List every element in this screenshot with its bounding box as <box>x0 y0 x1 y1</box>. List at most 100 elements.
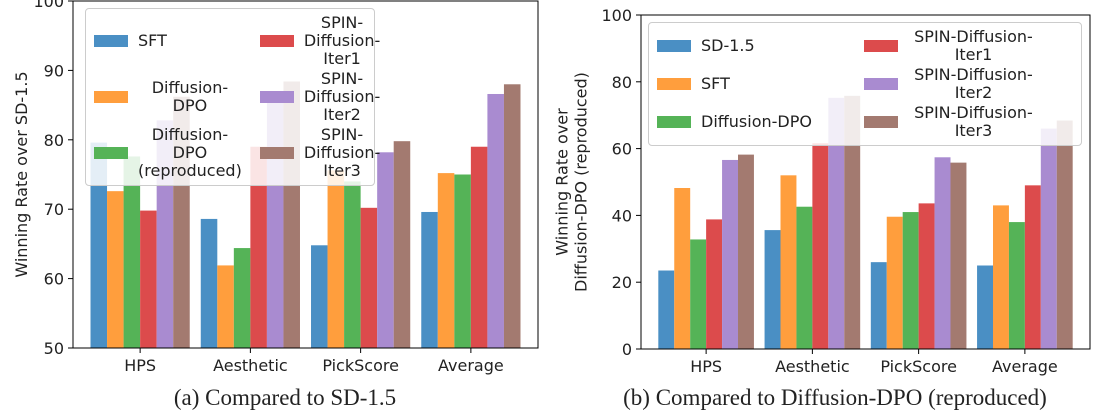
legend-item: SPIN-Diffusion-Iter1 <box>864 28 1073 64</box>
bar <box>950 162 967 349</box>
bar <box>674 188 691 349</box>
y-tick-label: 0 <box>622 340 632 359</box>
bar <box>1024 185 1041 349</box>
legend-label: SFT <box>701 74 730 93</box>
bar <box>311 245 328 348</box>
bar <box>934 157 951 349</box>
y-tick-label: 50 <box>44 339 64 358</box>
bar <box>1040 128 1057 349</box>
legend-item: SPIN-Diffusion-Iter2 <box>259 69 381 124</box>
bar <box>902 212 919 349</box>
legend-label: SPIN-Diffusion-Iter2 <box>914 65 1033 102</box>
y-axis-label: Diffusion-DPO (reproduced) <box>572 72 591 292</box>
bar <box>844 95 861 349</box>
legend: SFT Diffusion-DPO Diffusion-DPO (reproduce… <box>85 8 380 186</box>
legend-label: SFT <box>138 31 167 50</box>
bar <box>690 239 707 349</box>
legend-label: Diffusion-DPO (reproduced) <box>138 125 242 180</box>
legend-item: Diffusion-DPO <box>657 104 846 140</box>
legend-swatch <box>259 147 294 159</box>
legend-item: SPIN-Diffusion-Iter3 <box>259 126 380 180</box>
bar <box>90 142 108 348</box>
x-tick-label: Average <box>438 356 504 375</box>
bar <box>764 230 781 349</box>
bar <box>812 143 829 349</box>
bar <box>200 218 218 348</box>
legend-item: Diffusion-DPO <box>94 70 242 124</box>
y-tick-label: 20 <box>612 273 632 292</box>
legend-swatch <box>94 91 128 103</box>
bar <box>796 206 813 349</box>
y-tick-label: 70 <box>44 200 64 219</box>
bar <box>217 265 234 348</box>
bar <box>123 156 141 348</box>
y-tick-label: 60 <box>44 270 64 289</box>
y-tick-label: 80 <box>44 131 64 150</box>
legend-swatch <box>864 116 899 128</box>
legend-swatch <box>657 78 691 90</box>
bar <box>377 152 394 348</box>
legend-swatch <box>94 147 128 159</box>
bar <box>250 146 267 348</box>
bar <box>327 170 345 348</box>
x-tick-label: HPS <box>124 356 156 375</box>
x-tick-label: HPS <box>690 357 722 376</box>
legend-item: SPIN-Diffusion-Iter3 <box>864 104 1073 140</box>
y-tick-label: 100 <box>601 6 632 25</box>
y-tick-label: 100 <box>33 0 64 11</box>
bar <box>658 270 675 349</box>
legend-item: Diffusion-DPO (reproduced) <box>94 126 242 180</box>
legend: SD-1.5 SFT Diffusion-DPO SPIN-Diffusion-Ite… <box>648 22 1082 146</box>
caption: (a) Compared to SD-1.5 <box>174 385 396 410</box>
legend-item: SFT <box>94 14 242 68</box>
legend-swatch <box>259 35 294 47</box>
y-tick-label: 40 <box>612 206 632 225</box>
bar <box>780 175 797 349</box>
bar <box>437 173 455 348</box>
y-tick-label: 90 <box>44 61 64 80</box>
bar <box>140 210 157 348</box>
bar <box>722 159 738 349</box>
y-axis-label: Winning Rate over <box>553 108 572 256</box>
bar <box>993 205 1009 349</box>
x-tick-label: Aesthetic <box>775 357 850 376</box>
legend-label: SPIN-Diffusion-Iter1 <box>303 13 381 68</box>
legend-swatch <box>657 40 691 52</box>
legend-label: SD-1.5 <box>701 36 755 55</box>
bar <box>977 265 993 349</box>
legend-label: Diffusion-DPO <box>701 112 812 131</box>
plot-frame <box>640 14 1091 350</box>
bar <box>454 174 471 348</box>
legend-swatch <box>94 35 128 47</box>
bar <box>421 211 438 348</box>
caption: (b) Compared to Diffusion-DPO (reproduce… <box>623 385 1047 410</box>
y-tick-label: 60 <box>612 140 632 159</box>
x-tick-label: Aesthetic <box>213 356 288 375</box>
bar <box>344 181 361 348</box>
legend-label: SPIN-Diffusion-Iter1 <box>914 27 1033 64</box>
x-tick-label: Average <box>992 357 1058 376</box>
legend-item: SD-1.5 <box>657 28 846 64</box>
legend-swatch <box>259 91 294 103</box>
y-axis-label: Winning Rate over SD-1.5 <box>12 71 31 277</box>
bar <box>393 141 411 348</box>
legend-label: SPIN-Diffusion-Iter3 <box>914 103 1033 140</box>
bar <box>107 191 124 348</box>
legend-label: SPIN-Diffusion-Iter2 <box>303 69 381 124</box>
y-tick-label: 80 <box>612 73 632 92</box>
legend-swatch <box>864 40 899 52</box>
legend-item: SPIN-Diffusion-Iter1 <box>259 13 381 68</box>
bar <box>1008 222 1025 349</box>
bar <box>470 146 488 348</box>
legend-swatch <box>864 78 899 90</box>
bar <box>233 248 251 348</box>
bar <box>503 84 521 348</box>
bar <box>828 97 845 349</box>
bar <box>918 203 935 349</box>
bar <box>706 219 723 349</box>
bar <box>487 93 504 348</box>
x-tick-label: PickScore <box>322 356 399 375</box>
bar <box>738 154 754 349</box>
